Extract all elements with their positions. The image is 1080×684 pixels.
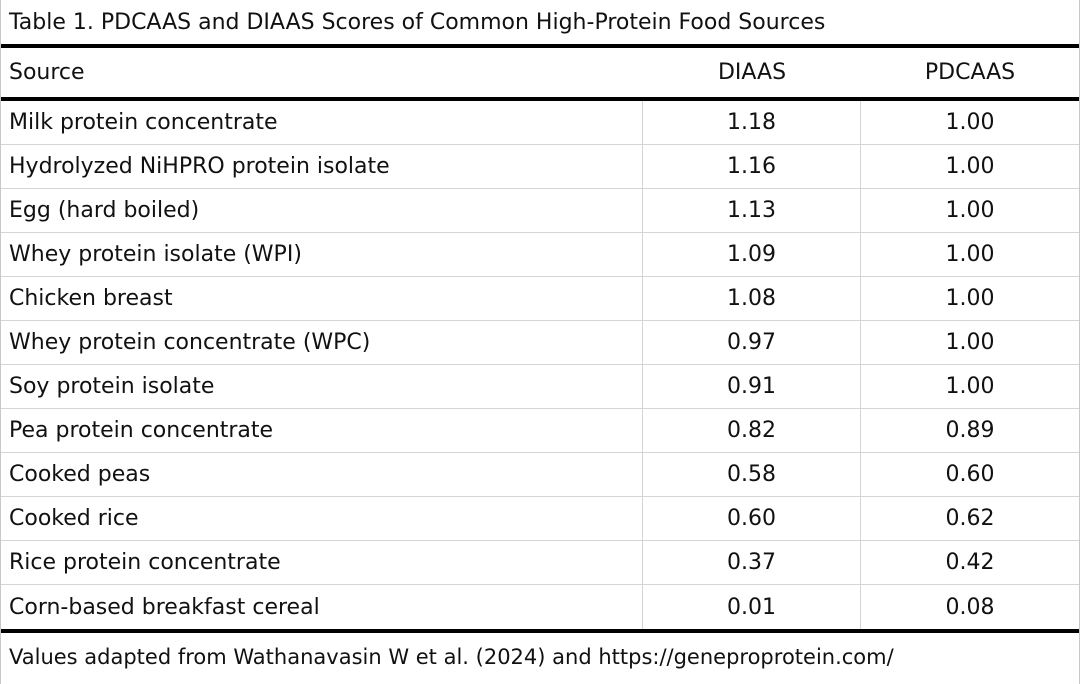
cell-source: Whey protein isolate (WPI) <box>1 233 643 276</box>
cell-diaas: 1.13 <box>643 189 861 232</box>
bottom-rule <box>1 629 1079 633</box>
table-row: Whey protein isolate (WPI) 1.09 1.00 <box>1 233 1079 277</box>
table-caption: Table 1. PDCAAS and DIAAS Scores of Comm… <box>9 10 826 35</box>
header-pdcaas: PDCAAS <box>924 60 1016 85</box>
table-row: Rice protein concentrate 0.37 0.42 <box>1 541 1079 585</box>
table-row: Hydrolyzed NiHPRO protein isolate 1.16 1.0… <box>1 145 1079 189</box>
cell-diaas: 1.18 <box>643 101 861 144</box>
cell-diaas: 1.08 <box>643 277 861 320</box>
table-row: Milk protein concentrate 1.18 1.00 <box>1 101 1079 145</box>
cell-diaas: 0.91 <box>643 365 861 408</box>
cell-pdcaas: 0.62 <box>945 506 995 531</box>
cell-pdcaas: 0.08 <box>945 594 995 620</box>
cell-diaas: 1.09 <box>643 233 861 276</box>
table-row: Whey protein concentrate (WPC) 0.97 1.00 <box>1 321 1079 365</box>
top-rule <box>1 44 1079 48</box>
cell-diaas: 0.60 <box>643 497 861 540</box>
table-row: Soy protein isolate 0.91 1.00 <box>1 365 1079 409</box>
cell-source: Cooked peas <box>1 453 643 496</box>
cell-pdcaas: 1.00 <box>945 330 995 355</box>
cell-source: Hydrolyzed NiHPRO protein isolate <box>1 145 643 188</box>
cell-pdcaas: 1.00 <box>945 154 995 179</box>
cell-diaas: 0.97 <box>643 321 861 364</box>
table-row: Cooked peas 0.58 0.60 <box>1 453 1079 497</box>
cell-source: Whey protein concentrate (WPC) <box>1 321 643 364</box>
cell-source: Egg (hard boiled) <box>1 189 643 232</box>
cell-source: Milk protein concentrate <box>1 101 643 144</box>
cell-diaas: 0.58 <box>643 453 861 496</box>
cell-source: Rice protein concentrate <box>1 541 643 584</box>
table-row: Corn-based breakfast cereal 0.01 0.08 <box>1 585 1079 629</box>
header-source: Source <box>9 60 85 85</box>
header-diaas: DIAAS <box>717 60 787 85</box>
header-rule <box>1 97 1079 101</box>
cell-diaas: 0.37 <box>643 541 861 584</box>
cell-pdcaas: 1.00 <box>945 242 995 267</box>
table-row: Chicken breast 1.08 1.00 <box>1 277 1079 321</box>
table-row: Pea protein concentrate 0.82 0.89 <box>1 409 1079 453</box>
table-footnote: Values adapted from Wathanavasin W et al… <box>9 645 894 669</box>
cell-pdcaas: 0.89 <box>945 418 995 443</box>
cell-source: Soy protein isolate <box>1 365 643 408</box>
table-row: Cooked rice 0.60 0.62 <box>1 497 1079 541</box>
table-header-row: Source DIAAS PDCAAS <box>1 48 1079 97</box>
cell-source: Chicken breast <box>1 277 643 320</box>
cell-source: Pea protein concentrate <box>1 409 643 452</box>
cell-pdcaas: 1.00 <box>945 110 995 135</box>
cell-diaas: 0.82 <box>643 409 861 452</box>
cell-diaas: 1.16 <box>643 145 861 188</box>
table-row: Egg (hard boiled) 1.13 1.00 <box>1 189 1079 233</box>
cell-pdcaas: 1.00 <box>945 374 995 399</box>
cell-pdcaas: 0.42 <box>945 550 995 575</box>
cell-pdcaas: 1.00 <box>945 198 995 223</box>
cell-diaas: 0.01 <box>643 585 861 629</box>
cell-source: Cooked rice <box>1 497 643 540</box>
cell-pdcaas: 0.60 <box>945 462 995 487</box>
cell-pdcaas: 1.00 <box>945 286 995 311</box>
table-body: Milk protein concentrate 1.18 1.00 Hydrolyz… <box>1 101 1079 629</box>
cell-source: Corn-based breakfast cereal <box>1 585 643 629</box>
